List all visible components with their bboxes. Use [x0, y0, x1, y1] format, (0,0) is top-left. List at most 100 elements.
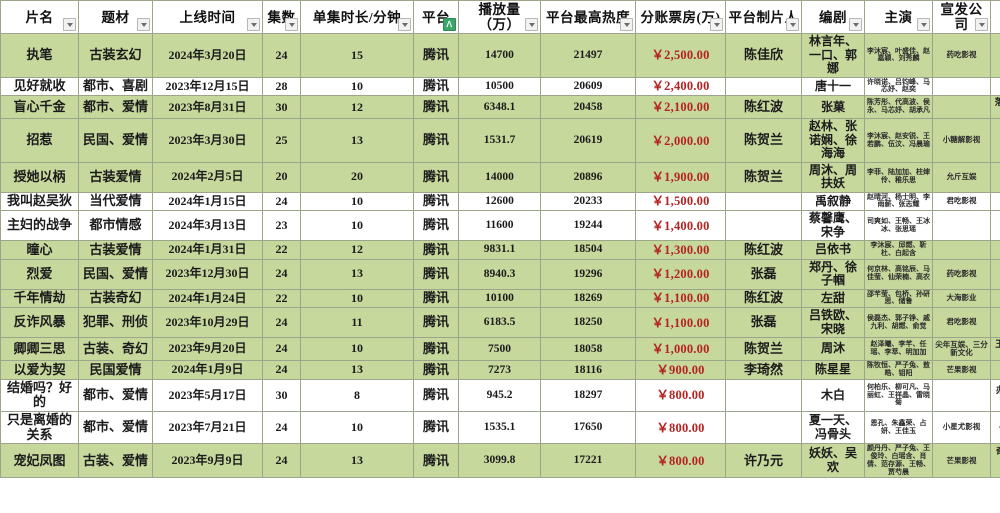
cell-note[interactable]: 小妈文学、聚中爽点、没有支线剧情、直给高甜 — [990, 118, 1000, 163]
cell-note[interactable]: 十分剧场 — [990, 240, 1000, 260]
cell-heat[interactable]: 18504 — [540, 240, 636, 260]
cell-heat[interactable]: 20458 — [540, 95, 636, 120]
filter-dropdown-icon[interactable] — [247, 18, 260, 32]
cell-prod[interactable]: 许乃元 — [725, 443, 802, 479]
cell-title[interactable]: 千年情劫 — [0, 288, 79, 309]
column-header-prod[interactable]: 平台制片人 — [725, 0, 802, 35]
column-header-eps[interactable]: 集数 — [262, 0, 301, 35]
cell-heat[interactable]: 20233 — [540, 191, 636, 212]
cell-dur[interactable]: 11 — [300, 307, 414, 339]
cell-views[interactable]: 3099.8 — [458, 443, 541, 479]
table-row[interactable]: 主妇的战争 都市情感 2024年3月13日 23 10 腾讯 11600 19244 ￥1,40… — [0, 210, 1000, 242]
cell-title[interactable]: 盲心千金 — [0, 95, 79, 120]
cell-genre[interactable]: 当代爱情 — [78, 191, 153, 212]
cell-plat[interactable]: 腾讯 — [413, 307, 459, 339]
cell-date[interactable]: 2024年3月20日 — [152, 33, 263, 78]
table-row[interactable]: 执笔 古装玄幻 2024年3月20日 24 15 腾讯 14700 21497 ￥2,500.0… — [0, 33, 1000, 78]
cell-plat[interactable]: 腾讯 — [413, 288, 459, 309]
cell-views[interactable]: 14000 — [458, 161, 541, 193]
cell-prod[interactable]: 陈贺兰 — [725, 337, 802, 362]
cell-cast[interactable]: 陈芳彤、代高波、侯永、马芯妤、胡承凡 — [864, 95, 933, 120]
cell-views[interactable]: 9831.1 — [458, 240, 541, 260]
cell-title[interactable]: 见好就收 — [0, 76, 79, 97]
cell-note[interactable]: 拾荒吃虎、女总裁与小保安 — [990, 191, 1000, 212]
cell-box[interactable]: ￥800.00 — [635, 411, 726, 445]
cell-date[interactable]: 2023年10月29日 — [152, 307, 263, 339]
cell-dur[interactable]: 20 — [300, 161, 414, 193]
cell-box[interactable]: ￥2,100.00 — [635, 95, 726, 120]
cell-heat[interactable]: 17650 — [540, 411, 636, 445]
column-header-views[interactable]: 播放量（万） — [458, 0, 541, 35]
cell-writer[interactable]: 赵林、张诺娴、徐海海 — [801, 118, 865, 163]
table-row[interactable]: 结婚吗？好的 都市、爱情 2023年5月17日 30 8 腾讯 945.2 18297 ￥800… — [0, 378, 1000, 413]
cell-eps[interactable]: 24 — [262, 411, 301, 445]
cell-note[interactable]: 奇幻、权谋、动作、虐恋等元素、前世悲爱夫妻、今生遇强联合压制恶人、权谋与甜宠烈结… — [990, 443, 1000, 479]
cell-dur[interactable]: 13 — [300, 118, 414, 163]
cell-writer[interactable]: 左甜 — [801, 288, 865, 309]
cell-eps[interactable]: 30 — [262, 378, 301, 413]
table-row[interactable]: 盲心千金 都市、爱情 2023年8月31日 30 12 腾讯 6348.1 20458 ￥2,1… — [0, 95, 1000, 120]
column-header-dur[interactable]: 单集时长/分钟 — [300, 0, 414, 35]
cell-plat[interactable]: 腾讯 — [413, 95, 459, 120]
cell-box[interactable]: ￥2,400.00 — [635, 76, 726, 97]
cell-plat[interactable]: 腾讯 — [413, 258, 459, 290]
cell-dist[interactable] — [932, 95, 991, 120]
cell-title[interactable]: 只是离婚的关系 — [0, 411, 79, 445]
cell-genre[interactable]: 古装爱情 — [78, 240, 153, 260]
cell-dist[interactable] — [932, 76, 991, 97]
cell-date[interactable]: 2024年2月5日 — [152, 161, 263, 193]
cell-eps[interactable]: 22 — [262, 240, 301, 260]
cell-prod[interactable]: 张磊 — [725, 307, 802, 339]
cell-genre[interactable]: 都市、爱情 — [78, 378, 153, 413]
cell-dist[interactable]: 芒果影视 — [932, 360, 991, 380]
cell-heat[interactable]: 18250 — [540, 307, 636, 339]
cell-prod[interactable] — [725, 210, 802, 242]
cell-eps[interactable]: 30 — [262, 95, 301, 120]
cell-eps[interactable]: 24 — [262, 443, 301, 479]
cell-note[interactable]: 火星计划 — [990, 360, 1000, 380]
cell-box[interactable]: ￥1,100.00 — [635, 307, 726, 339]
cell-eps[interactable]: 28 — [262, 76, 301, 97]
cell-cast[interactable]: 赵泽曦、李芊、任瑶、李萃、明加加 — [864, 337, 933, 362]
cell-views[interactable]: 14700 — [458, 33, 541, 78]
cell-box[interactable]: ￥900.00 — [635, 360, 726, 380]
cell-views[interactable]: 7273 — [458, 360, 541, 380]
cell-eps[interactable]: 20 — [262, 161, 301, 193]
cell-writer[interactable]: 吕依书 — [801, 240, 865, 260]
cell-plat[interactable]: 腾讯 — [413, 240, 459, 260]
cell-heat[interactable]: 20619 — [540, 118, 636, 163]
cell-writer[interactable]: 禹叙静 — [801, 191, 865, 212]
cell-dur[interactable]: 10 — [300, 288, 414, 309]
cell-title[interactable]: 反诈风暴 — [0, 307, 79, 339]
cell-date[interactable]: 2024年1月15日 — [152, 191, 263, 212]
cell-title[interactable]: 执笔 — [0, 33, 79, 78]
cell-cast[interactable]: 颜丹丹、严子兔、王俊玲、白瑶含、肖倩、范存源、王畅、贾芍晨 — [864, 443, 933, 479]
cell-dist[interactable]: 允斤互娱 — [932, 161, 991, 193]
cell-dist[interactable]: 君吃影视 — [932, 307, 991, 339]
filter-dropdown-icon[interactable] — [137, 18, 150, 32]
cell-box[interactable]: ￥1,300.00 — [635, 240, 726, 260]
cell-box[interactable]: ￥1,100.00 — [635, 288, 726, 309]
cell-dist[interactable]: 君吃影视 — [932, 191, 991, 212]
cell-date[interactable]: 2023年9月9日 — [152, 443, 263, 479]
cell-heat[interactable]: 21497 — [540, 33, 636, 78]
table-row[interactable]: 卿卿三思 古装、奇幻 2023年9月20日 24 10 腾讯 7500 18058 ￥1,000… — [0, 337, 1000, 362]
cell-writer[interactable]: 张菓 — [801, 95, 865, 120]
filter-dropdown-icon[interactable] — [786, 18, 799, 32]
cell-box[interactable]: ￥2,000.00 — [635, 118, 726, 163]
cell-eps[interactable]: 23 — [262, 210, 301, 242]
cell-note[interactable]: 办公室契约情侣、先婚后爱、高颜元素、土甜上头 — [990, 378, 1000, 413]
cell-dist[interactable]: 大海影业 — [932, 288, 991, 309]
cell-heat[interactable]: 19244 — [540, 210, 636, 242]
cell-dur[interactable]: 12 — [300, 95, 414, 120]
cell-date[interactable]: 2023年5月17日 — [152, 378, 263, 413]
cell-cast[interactable]: 许晓诺、吕钧峰、马芯妤、赵奕 — [864, 76, 933, 97]
cell-prod[interactable]: 陈红波 — [725, 240, 802, 260]
filter-dropdown-icon[interactable] — [849, 18, 862, 32]
cell-title[interactable]: 烈爱 — [0, 258, 79, 290]
filter-dropdown-icon[interactable] — [63, 18, 76, 32]
cell-genre[interactable]: 都市、爱情 — [78, 411, 153, 445]
cell-box[interactable]: ￥1,400.00 — [635, 210, 726, 242]
cell-note[interactable]: 十分剧场 — [990, 288, 1000, 309]
cell-prod[interactable]: 陈佳欣 — [725, 33, 802, 78]
